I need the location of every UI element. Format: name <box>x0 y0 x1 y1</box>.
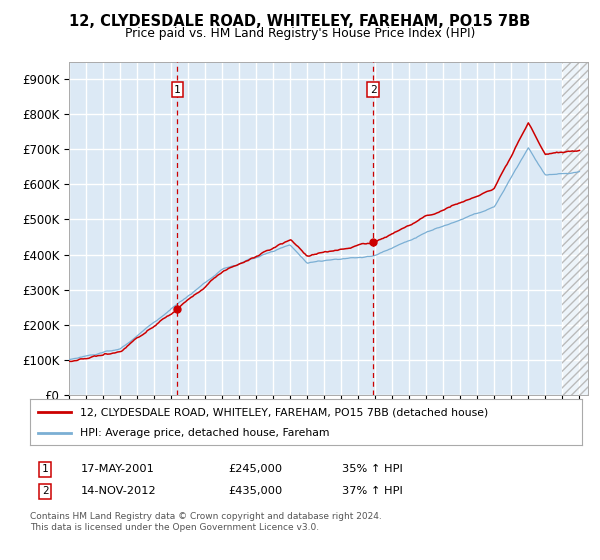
Text: HPI: Average price, detached house, Fareham: HPI: Average price, detached house, Fare… <box>80 428 329 438</box>
Text: 1: 1 <box>174 85 181 95</box>
Text: £435,000: £435,000 <box>228 486 282 496</box>
Text: 2: 2 <box>42 486 48 496</box>
Text: Contains HM Land Registry data © Crown copyright and database right 2024.
This d: Contains HM Land Registry data © Crown c… <box>30 512 382 532</box>
Text: 35% ↑ HPI: 35% ↑ HPI <box>342 464 403 474</box>
Text: 12, CLYDESDALE ROAD, WHITELEY, FAREHAM, PO15 7BB (detached house): 12, CLYDESDALE ROAD, WHITELEY, FAREHAM, … <box>80 407 488 417</box>
Text: Price paid vs. HM Land Registry's House Price Index (HPI): Price paid vs. HM Land Registry's House … <box>125 27 475 40</box>
Text: 2: 2 <box>370 85 376 95</box>
Text: 14-NOV-2012: 14-NOV-2012 <box>81 486 157 496</box>
Text: £245,000: £245,000 <box>228 464 282 474</box>
Text: 12, CLYDESDALE ROAD, WHITELEY, FAREHAM, PO15 7BB: 12, CLYDESDALE ROAD, WHITELEY, FAREHAM, … <box>70 14 530 29</box>
Text: 17-MAY-2001: 17-MAY-2001 <box>81 464 155 474</box>
Text: 37% ↑ HPI: 37% ↑ HPI <box>342 486 403 496</box>
Text: 1: 1 <box>42 464 48 474</box>
Polygon shape <box>562 62 588 395</box>
